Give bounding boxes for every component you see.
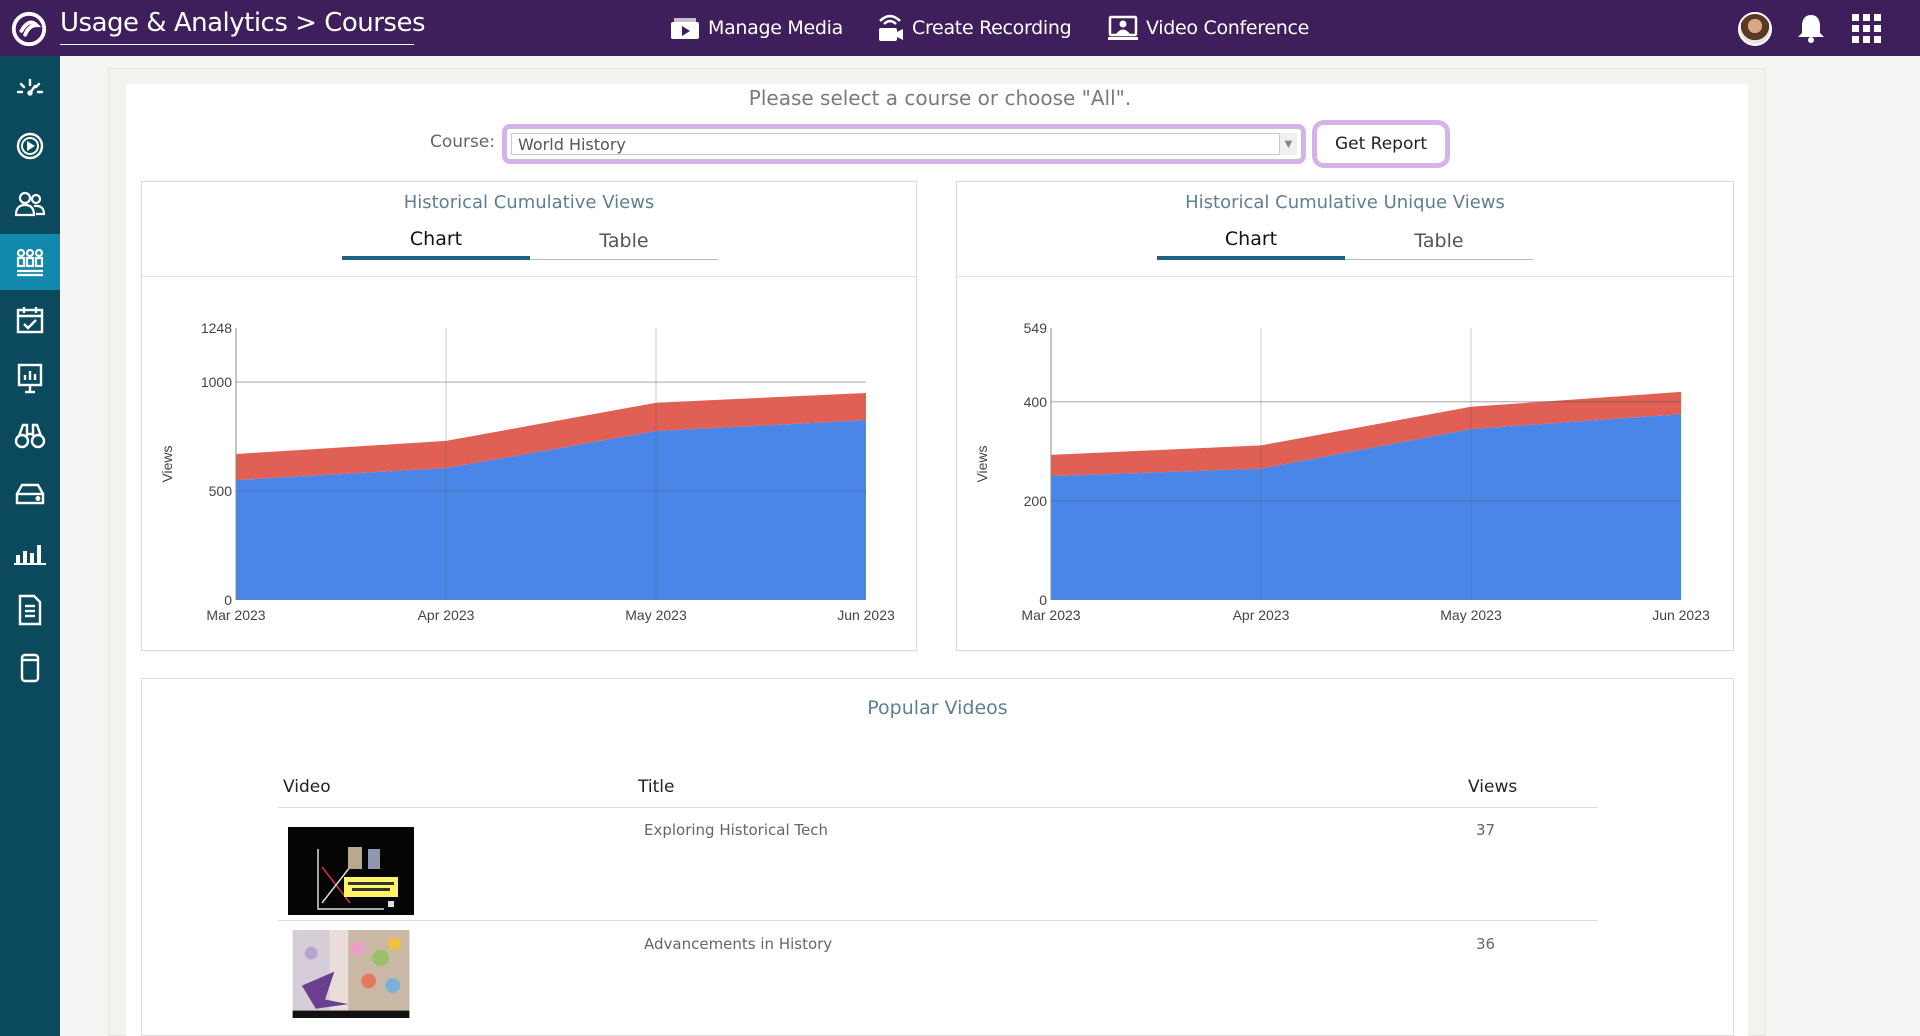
x-tick-label: Mar 2023 <box>206 607 265 623</box>
media-icon <box>671 18 699 39</box>
conference-icon <box>1108 15 1138 40</box>
y-tick-label: 400 <box>1024 394 1048 410</box>
video-title[interactable]: Advancements in History <box>644 935 833 953</box>
column-header-views: Views <box>1468 777 1518 797</box>
x-tick-label: Jun 2023 <box>1652 607 1710 623</box>
top-bar: Usage & Analytics > Courses Manage Media… <box>0 0 1920 56</box>
y-axis-label: Views <box>974 445 990 482</box>
get-report-label: Get Report <box>1334 134 1428 154</box>
chart-tabs: Chart Table <box>1157 222 1533 260</box>
binoculars-icon <box>14 423 46 449</box>
sidebar-item-reports[interactable] <box>0 582 60 638</box>
tab-chart[interactable]: Chart <box>1157 222 1345 260</box>
sidebar-item-schedule[interactable] <box>0 292 60 348</box>
presentation-icon <box>17 363 43 394</box>
course-label: Course: <box>430 132 496 152</box>
breadcrumb-underline <box>60 44 414 45</box>
y-tick-label: 1000 <box>201 374 232 390</box>
video-views: 37 <box>1476 821 1496 839</box>
apps-grid-icon[interactable] <box>1852 14 1882 44</box>
app-logo-icon[interactable] <box>10 10 48 48</box>
recording-icon <box>879 14 903 41</box>
get-report-button[interactable]: Get Report <box>1312 120 1450 168</box>
nav-create-recording[interactable]: Create Recording <box>876 0 1072 56</box>
document-icon <box>18 594 42 626</box>
row-divider <box>278 920 1598 921</box>
groups-icon <box>16 248 44 277</box>
card-divider <box>142 276 916 277</box>
tab-table[interactable]: Table <box>599 230 649 252</box>
series-area <box>236 420 866 600</box>
x-tick-label: Mar 2023 <box>1021 607 1080 623</box>
sidebar-item-dashboard[interactable] <box>0 60 60 116</box>
tab-table[interactable]: Table <box>1414 230 1464 252</box>
y-tick-label: 0 <box>1039 592 1047 608</box>
dashboard-icon <box>16 78 44 96</box>
chart-title: Historical Cumulative Unique Views <box>1185 192 1505 213</box>
sidebar-item-analytics[interactable] <box>0 524 60 580</box>
bar-chart-icon <box>14 545 46 565</box>
x-tick-label: Jun 2023 <box>837 607 895 623</box>
course-select[interactable]: World History ▼ <box>502 124 1306 164</box>
course-prompt: Please select a course or choose "All". <box>748 86 1132 110</box>
column-header-video: Video <box>283 777 331 797</box>
sidebar-item-presentations[interactable] <box>0 350 60 406</box>
x-tick-label: May 2023 <box>1440 607 1502 623</box>
nav-manage-media-label: Manage Media <box>708 17 843 39</box>
area-chart-unique-views: 0 200 400 549 Mar 2023 Apr 2023 May 2023 Jun 20… <box>974 320 1710 623</box>
x-tick-label: May 2023 <box>625 607 687 623</box>
nav-video-conference[interactable]: Video Conference <box>1108 0 1309 56</box>
calendar-check-icon <box>16 307 44 334</box>
y-tick-label: 0 <box>224 592 232 608</box>
chart-title: Historical Cumulative Views <box>403 192 655 213</box>
sidebar-item-mobile[interactable] <box>0 640 60 696</box>
nav-manage-media[interactable]: Manage Media <box>670 0 843 56</box>
y-tick-label: 549 <box>1024 320 1048 336</box>
breadcrumb[interactable]: Usage & Analytics > Courses <box>60 8 426 38</box>
video-title[interactable]: Exploring Historical Tech <box>644 821 828 839</box>
y-axis-label: Views <box>159 445 175 482</box>
series-area <box>1051 414 1681 600</box>
video-views: 36 <box>1476 935 1496 953</box>
sidebar-item-media[interactable] <box>0 118 60 174</box>
avatar[interactable] <box>1738 12 1772 46</box>
sidebar <box>0 56 60 1036</box>
play-circle-icon <box>16 132 44 160</box>
area-chart-views: 0 500 1000 1248 Mar 2023 Apr 2023 May 2023 Jun … <box>159 320 895 623</box>
card-divider <box>957 276 1733 277</box>
nav-create-recording-label: Create Recording <box>912 17 1072 39</box>
sidebar-item-groups[interactable] <box>0 234 60 290</box>
mobile-icon <box>20 653 40 683</box>
y-tick-label: 200 <box>1024 493 1048 509</box>
popular-videos-card: Popular Videos Video Title Views Explori… <box>141 678 1734 1036</box>
series-area <box>1051 391 1681 477</box>
video-thumbnail[interactable] <box>288 930 414 1018</box>
sidebar-item-search[interactable] <box>0 408 60 464</box>
course-select-value: World History <box>518 134 626 154</box>
chart-tabs: Chart Table <box>342 222 718 260</box>
x-tick-label: Apr 2023 <box>1233 607 1290 623</box>
series-area <box>236 392 866 481</box>
header-divider <box>278 807 1598 808</box>
sidebar-item-users[interactable] <box>0 176 60 232</box>
sidebar-item-storage[interactable] <box>0 466 60 522</box>
users-icon <box>14 191 46 217</box>
chevron-down-icon[interactable]: ▼ <box>1279 133 1297 155</box>
chart-card-views: Historical Cumulative Views Chart Table … <box>141 181 917 651</box>
drive-icon <box>15 483 45 505</box>
popular-videos-title: Popular Videos <box>867 697 1008 719</box>
x-tick-label: Apr 2023 <box>418 607 475 623</box>
bell-icon[interactable] <box>1796 12 1826 44</box>
column-header-title: Title <box>638 777 675 797</box>
chart-card-unique-views: Historical Cumulative Unique Views Chart… <box>956 181 1734 651</box>
y-tick-label: 500 <box>209 483 233 499</box>
nav-video-conference-label: Video Conference <box>1146 17 1310 39</box>
tab-chart[interactable]: Chart <box>342 222 530 260</box>
video-thumbnail[interactable] <box>288 827 414 915</box>
y-tick-label: 1248 <box>201 320 232 336</box>
